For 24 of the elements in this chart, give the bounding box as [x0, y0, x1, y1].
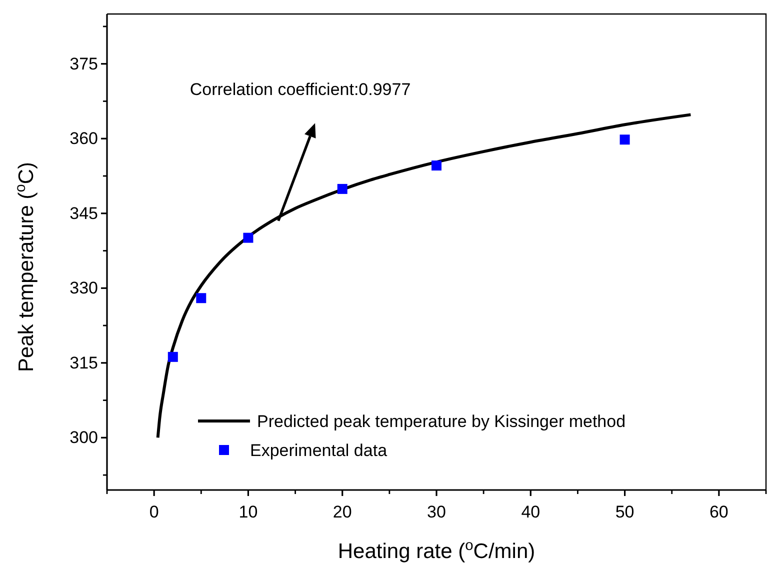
point [337, 184, 348, 194]
x-axis-title: Heating rate ($^{o}$C/min) [338, 538, 536, 563]
x-tick-label: 50 [615, 502, 634, 522]
legend-label: Experimental data [250, 441, 388, 460]
x-tick-label: 10 [238, 502, 258, 522]
x-tick-label: 40 [521, 502, 540, 522]
point [243, 232, 254, 243]
legend-label: Predicted peak temperature by Kissinger method [257, 412, 626, 431]
annotation: Correlation coefficient:0.9977 [190, 80, 411, 99]
x-tick-label: 0 [149, 502, 159, 522]
point [432, 160, 442, 171]
x-tick-label: 60 [709, 502, 728, 522]
point [196, 293, 206, 304]
y-tick-label: 375 [70, 54, 98, 74]
x-tick-label: 20 [332, 502, 352, 522]
y-tick-label: 315 [70, 353, 98, 372]
point [168, 352, 178, 362]
y-tick-label: 360 [70, 129, 98, 148]
x-tick-label: 30 [427, 502, 446, 522]
y-tick-label: 300 [70, 428, 98, 448]
line-series [156, 113, 692, 440]
point [620, 134, 630, 145]
y-tick-label: 330 [70, 278, 98, 298]
y-tick-label: 345 [70, 204, 98, 223]
